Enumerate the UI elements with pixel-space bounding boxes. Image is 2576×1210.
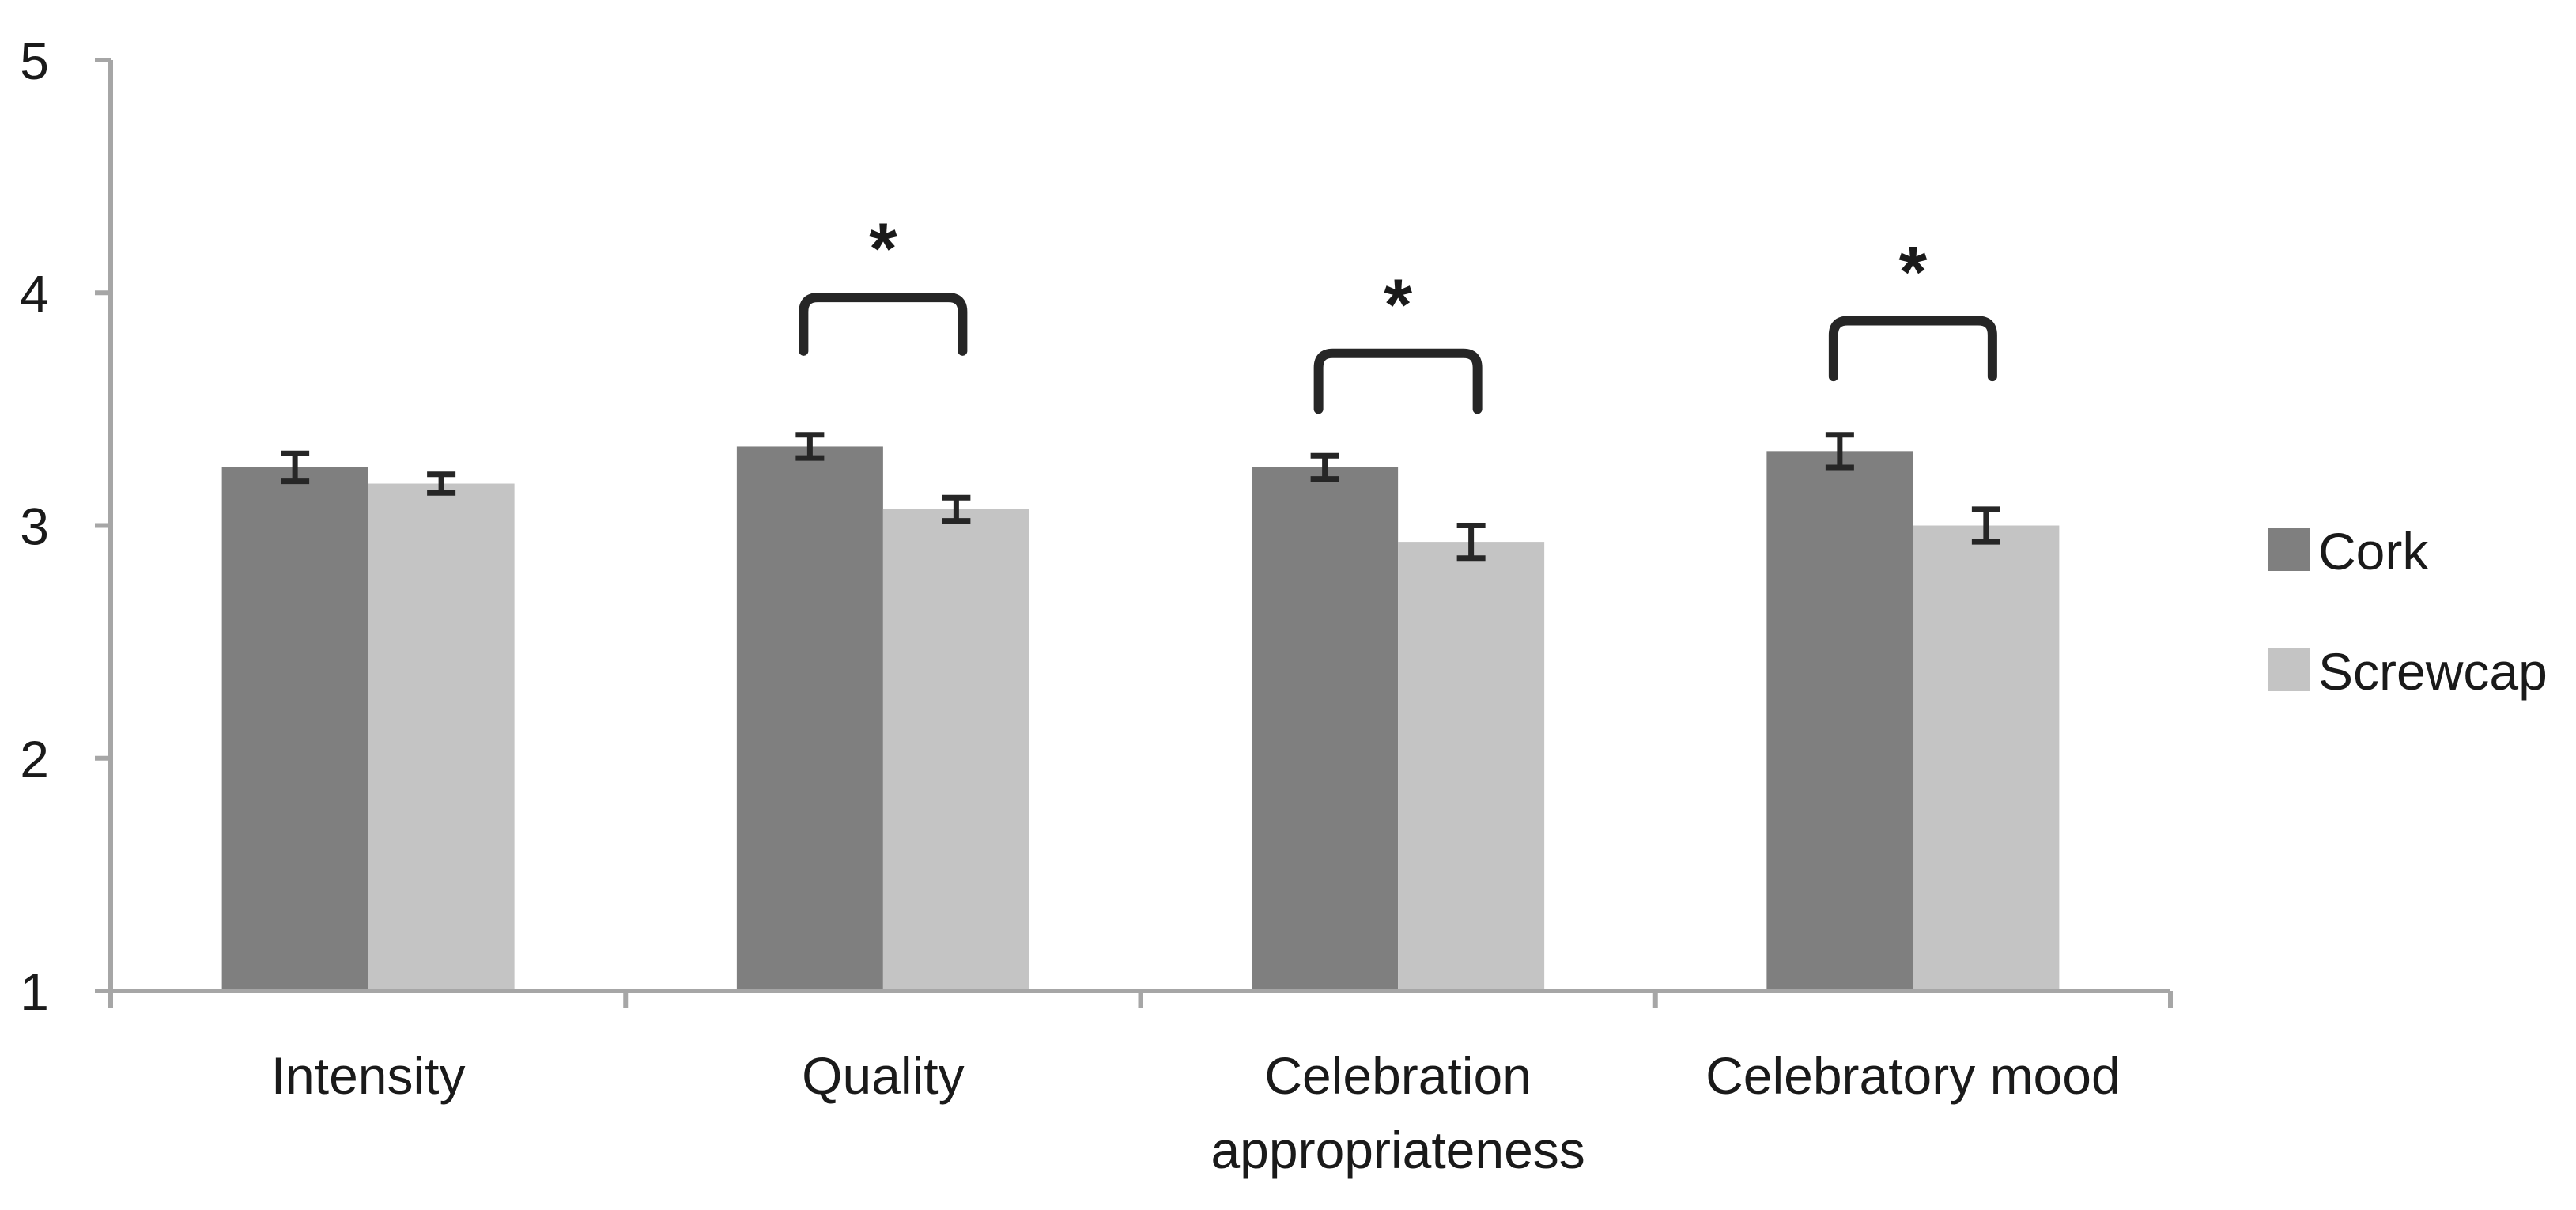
error-bars-group	[281, 432, 2000, 562]
bar-cork	[1252, 467, 1399, 991]
y-tick-label: 4	[20, 264, 49, 323]
significance-bracket	[1828, 316, 1997, 382]
x-category-label: Intensity	[271, 1046, 466, 1105]
legend-label-cork: Cork	[2318, 522, 2429, 580]
y-tick-label: 2	[20, 730, 49, 788]
legend-swatch-cork	[2268, 528, 2310, 571]
significance-asterisk: *	[1898, 233, 1927, 313]
legend-label-screwcap: Screwcap	[2318, 642, 2548, 701]
tick-labels-group: 1 2 3 4 5 Intensity Quality Celebration appropri…	[20, 32, 2120, 1179]
x-category-label: Celebratory mood	[1705, 1046, 2121, 1105]
bar-cork	[736, 446, 883, 991]
bar-screwcap	[368, 483, 515, 991]
legend: Cork Screwcap	[2268, 522, 2548, 701]
x-category-label: Quality	[802, 1046, 964, 1105]
significance-asterisk: *	[869, 209, 897, 289]
y-tick-label: 5	[20, 32, 49, 90]
bar-screwcap	[1398, 542, 1545, 991]
significance-bracket	[799, 293, 968, 356]
bar-screwcap	[1913, 525, 2060, 991]
bar-cork	[221, 467, 368, 991]
bars-group	[221, 446, 2060, 991]
bar-cork	[1766, 451, 1913, 991]
significance-group: * * *	[799, 209, 1997, 414]
bar-screwcap	[882, 509, 1029, 991]
x-category-label: Celebration	[1264, 1046, 1532, 1105]
significance-bracket	[1313, 348, 1483, 414]
x-category-label: appropriateness	[1211, 1121, 1585, 1179]
axes-group	[95, 58, 2173, 1008]
y-tick-label: 3	[20, 497, 49, 556]
legend-swatch-screwcap	[2268, 648, 2310, 691]
significance-asterisk: *	[1384, 265, 1412, 346]
y-tick-label: 1	[20, 962, 49, 1021]
